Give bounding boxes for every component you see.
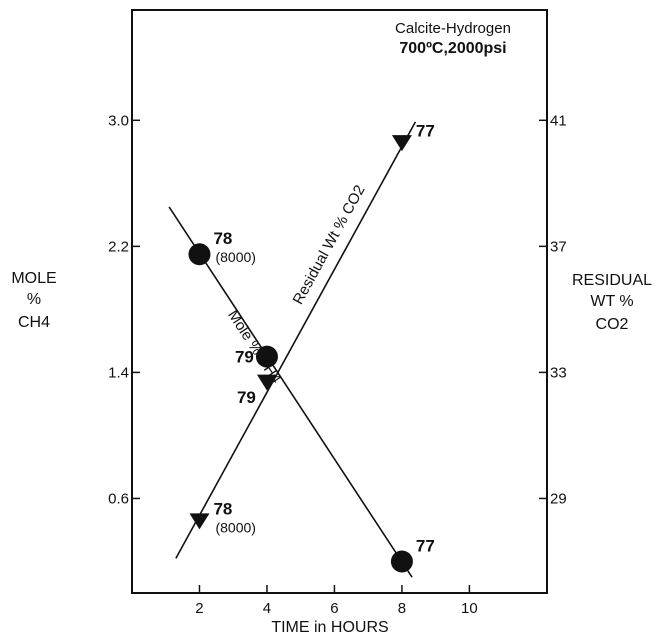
y-right-tick-label: 37 [550, 238, 567, 255]
y-right-tick-label: 29 [550, 490, 567, 507]
data-point-label: 79 [235, 348, 254, 367]
data-point-circle [188, 243, 211, 266]
data-point-triangle [189, 513, 210, 530]
x-tick-label: 2 [195, 600, 203, 617]
x-tick-label: 10 [461, 600, 478, 617]
data-point-circle [390, 550, 413, 573]
axes-group: 2 4 6 8 10 0.6 1.4 2.2 3.0 29 33 37 41 [108, 112, 567, 617]
line-label-series-2: Residual Wt % CO2 [290, 182, 369, 307]
x-tick-label: 6 [330, 600, 338, 617]
data-point-label: 78 [213, 229, 232, 248]
fit-line-series-2 [175, 121, 417, 559]
y-right-label-line2: WT % [590, 293, 633, 310]
y-right-tick-label: 41 [550, 112, 567, 129]
y-left-tick-label: 3.0 [108, 112, 129, 129]
data-point-label: 78 [213, 500, 232, 519]
data-point-triangle [391, 135, 412, 152]
chart-title-line1: Calcite-Hydrogen [395, 20, 511, 37]
y-right-tick-label: 33 [550, 364, 567, 381]
x-tick-label: 4 [263, 600, 271, 617]
fit-line-series-1 [168, 206, 413, 578]
y-right-label-line1: RESIDUAL [572, 272, 652, 289]
x-axis-label: TIME in HOURS [271, 619, 388, 636]
data-point-label: 77 [416, 536, 435, 555]
y-right-label-line3: CO2 [596, 316, 629, 333]
data-point-label: 77 [416, 121, 435, 140]
x-tick-label: 8 [398, 600, 406, 617]
y-left-label-line1: MOLE [11, 270, 56, 287]
data-point-sublabel: (8000) [215, 520, 255, 536]
y-left-label-line2: % [27, 291, 41, 308]
data-point-label: 79 [237, 388, 256, 407]
plot-frame [131, 9, 548, 594]
data-point-triangle [256, 374, 277, 391]
y-left-tick-label: 0.6 [108, 490, 129, 507]
data-point-sublabel: (8000) [215, 249, 255, 265]
y-left-tick-label: 1.4 [108, 364, 129, 381]
data-point-circle [255, 345, 278, 368]
chart-title-line2: 700ºC,2000psi [399, 40, 506, 57]
y-left-label-line3: CH4 [18, 314, 50, 331]
y-left-tick-label: 2.2 [108, 238, 129, 255]
